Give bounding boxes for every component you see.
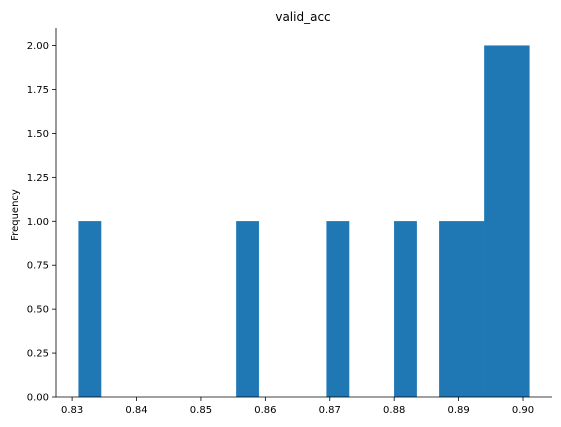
x-tick-label-4: 0.87 xyxy=(319,405,341,416)
y-tick-label-3: 0.75 xyxy=(27,261,49,272)
y-axis-label: Frequency xyxy=(10,189,21,241)
x-tick-label-6: 0.89 xyxy=(447,405,469,416)
chart-title: valid_acc xyxy=(275,10,330,24)
histogram-bar-5 xyxy=(461,221,485,398)
x-tick-label-1: 0.84 xyxy=(125,405,147,416)
y-tick-label-6: 1.50 xyxy=(27,129,49,140)
x-tick-label-3: 0.86 xyxy=(254,405,276,416)
y-tick-label-2: 0.50 xyxy=(27,305,49,316)
histogram-bar-1 xyxy=(236,221,260,398)
x-tick-label-2: 0.85 xyxy=(190,405,212,416)
x-tick-label-0: 0.83 xyxy=(61,405,83,416)
x-tick-label-5: 0.88 xyxy=(383,405,405,416)
x-axis-ticks: 0.83 0.84 0.85 0.86 0.87 0.88 0.89 0.90 xyxy=(61,397,534,416)
bars-group xyxy=(78,45,530,398)
y-tick-label-5: 1.25 xyxy=(27,173,49,184)
y-tick-label-7: 1.75 xyxy=(27,85,49,96)
x-tick-label-7: 0.90 xyxy=(512,405,534,416)
y-tick-label-0: 0.00 xyxy=(27,393,49,404)
y-tick-label-4: 1.00 xyxy=(27,217,49,228)
y-axis-ticks: 0.00 0.25 0.50 0.75 1.00 1.25 1.50 1.75 2.00 xyxy=(27,41,56,404)
y-tick-label-8: 2.00 xyxy=(27,41,49,52)
histogram-bar-2 xyxy=(326,221,350,398)
histogram-bar-7 xyxy=(506,45,530,398)
y-tick-label-1: 0.25 xyxy=(27,349,49,360)
histogram-bar-0 xyxy=(78,221,102,398)
histogram-bar-6 xyxy=(484,45,508,398)
histogram-bar-4 xyxy=(439,221,462,398)
histogram-bar-3 xyxy=(394,221,417,398)
